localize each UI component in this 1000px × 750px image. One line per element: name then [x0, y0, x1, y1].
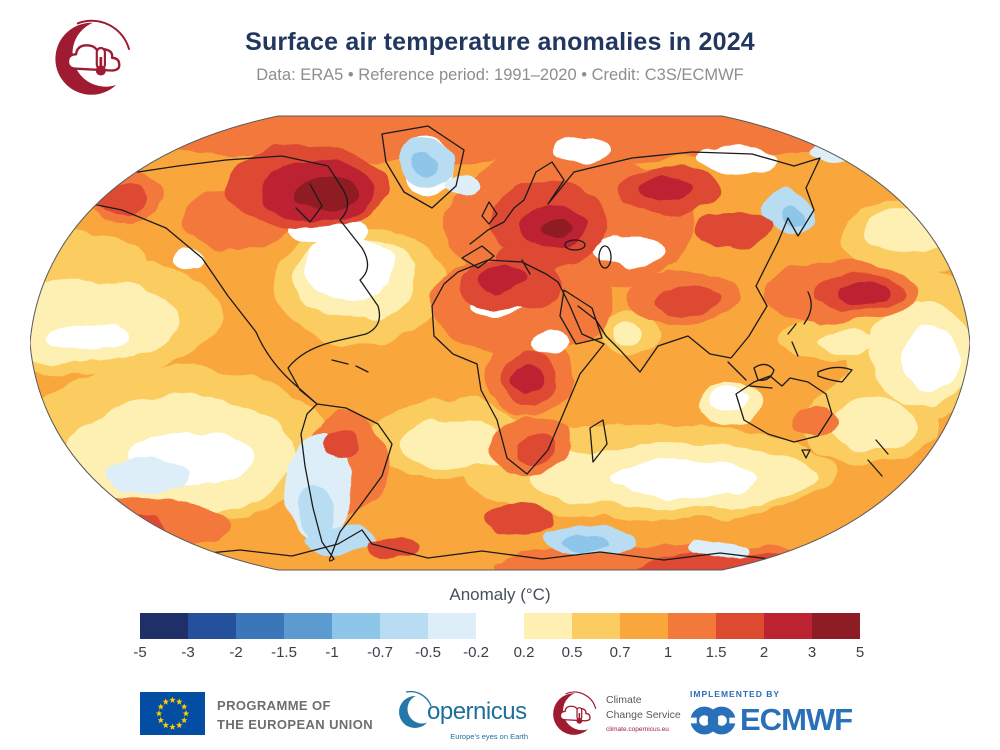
c3s-footer-logo: Climate Change Service climate.copernicu…: [550, 687, 681, 739]
colorbar-segment: [380, 613, 428, 639]
c3s-name-line1: Climate: [606, 694, 642, 707]
c3s-logo: [55, 19, 140, 95]
colorbar-ticks: -5 -3 -2 -1.5 -1 -0.7 -0.5 -0.2 0.2 0.5 0.7 1 1.5 2 3 5: [133, 644, 864, 664]
colorbar-segment: [668, 613, 716, 639]
implemented-by-label: IMPLEMENTED BY: [690, 689, 781, 699]
ecmwf-wordmark: ECMWF: [740, 702, 853, 737]
c3s-footer-icon: [553, 691, 602, 735]
colorbar-tick: 5: [855, 644, 865, 661]
page-title: Surface air temperature anomalies in 202…: [245, 28, 755, 56]
ecmwf-logo: IMPLEMENTED BY ECMWF: [690, 689, 853, 738]
c3s-url: climate.copernicus.eu: [606, 725, 669, 733]
colorbar-tick: -1.5: [271, 644, 297, 661]
colorbar-segment: [812, 613, 860, 639]
colorbar: [140, 613, 860, 639]
colorbar-segment: [764, 613, 812, 639]
colorbar-tick: -5: [133, 644, 147, 661]
continent-outlines: [81, 125, 889, 562]
colorbar-segment: [524, 613, 572, 639]
legend-label: Anomaly (°C): [449, 585, 551, 604]
colorbar-segment: [716, 613, 764, 639]
colorbar-tick: -2: [229, 644, 243, 661]
colorbar-tick: 3: [807, 644, 817, 661]
colorbar-tick: -3: [181, 644, 195, 661]
colorbar-segment: [332, 613, 380, 639]
colorbar-segment: [476, 613, 524, 639]
anomaly-field: [30, 116, 970, 570]
map-svg: [29, 115, 971, 571]
copernicus-logo: opernicus Europe's eyes on Earth: [398, 688, 528, 741]
colorbar-segment: [620, 613, 668, 639]
colorbar-tick: 2: [759, 644, 769, 661]
colorbar-tick: 0.2: [513, 644, 535, 661]
colorbar-tick: 1.5: [705, 644, 727, 661]
colorbar-segment: [188, 613, 236, 639]
colorbar-segment: [428, 613, 476, 639]
eu-programme-line1: PROGRAMME OF: [217, 698, 331, 713]
world-anomaly-map: [29, 110, 971, 576]
page-subtitle: Data: ERA5 • Reference period: 1991–2020…: [256, 66, 744, 84]
colorbar-tick: -0.5: [415, 644, 441, 661]
copernicus-crescent-icon: [399, 690, 432, 728]
colorbar-tick: 1: [663, 644, 673, 661]
eu-flag-icon: [140, 692, 205, 735]
colorbar-tick: -0.7: [367, 644, 393, 661]
ecmwf-knot-icon: [690, 706, 736, 734]
colorbar-tick: -1: [325, 644, 339, 661]
colorbar-segment: [140, 613, 188, 639]
c3s-name-line2: Change Service: [606, 708, 681, 721]
eu-programme-line2: THE EUROPEAN UNION: [217, 716, 373, 732]
colorbar-tick: -0.2: [463, 644, 489, 661]
copernicus-wordmark: opernicus: [427, 698, 527, 725]
colorbar-segment: [236, 613, 284, 639]
colorbar-segment: [572, 613, 620, 639]
colorbar-tick: 0.5: [561, 644, 583, 661]
eu-programme-text: PROGRAMME OF THE EUROPEAN UNION: [217, 697, 373, 735]
colorbar-tick: 0.7: [609, 644, 631, 661]
copernicus-tagline: Europe's eyes on Earth: [450, 732, 528, 741]
colorbar-segment: [284, 613, 332, 639]
